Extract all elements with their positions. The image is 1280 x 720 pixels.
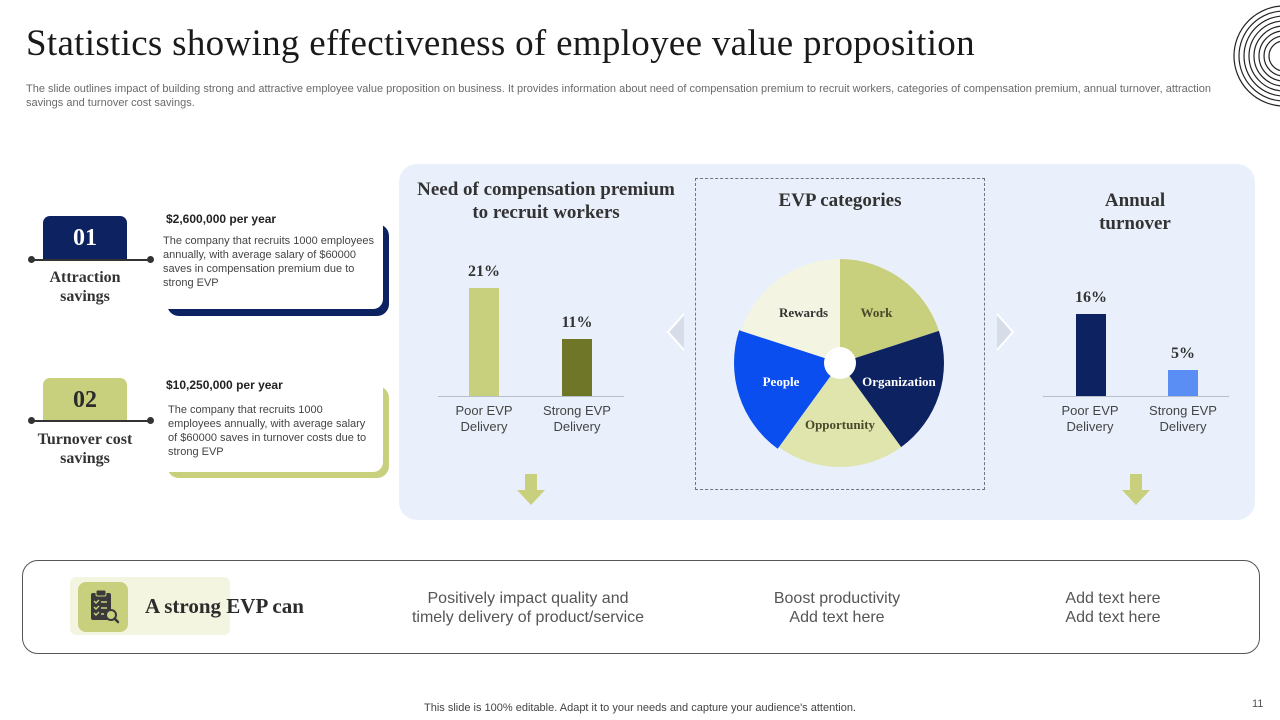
arrow-down-icon (1122, 474, 1150, 505)
benefit-3: Add text here Add text here (1023, 589, 1203, 627)
concentric-circles-icon (1233, 5, 1280, 107)
divider-dot (28, 417, 35, 424)
bar-category-label: Poor EVP Delivery (1061, 403, 1119, 434)
item-divider (32, 259, 152, 261)
bar-value-label: 16% (1075, 288, 1107, 306)
chevron-right-icon (996, 313, 1015, 351)
bar-strong-evp (562, 339, 592, 396)
footer-note: This slide is 100% editable. Adapt it to… (424, 702, 856, 714)
compensation-section-title: Need of compensation premium to recruit … (417, 179, 675, 223)
attraction-savings-label: Attraction savings (49, 269, 121, 305)
strong-evp-box (22, 560, 1260, 654)
pie-slice-opportunity (778, 363, 902, 467)
evp-categories-frame (695, 178, 985, 490)
pie-slice-work (840, 259, 939, 363)
bar-category-label: Strong EVP Delivery (1149, 403, 1217, 434)
pie-label-organization: Organization (862, 374, 936, 389)
strong-evp-heading: A strong EVP can (145, 594, 304, 618)
divider-dot (147, 256, 154, 263)
benefit-2-line-2: Add text here (789, 609, 885, 626)
pie-label-opportunity: Opportunity (805, 417, 876, 432)
attraction-card (158, 205, 383, 309)
pie-label-people: People (763, 374, 800, 389)
turnover-amount: $10,250,000 per year (166, 378, 283, 392)
annual-turnover-title: Annual turnover (1099, 190, 1171, 234)
attraction-amount: $2,600,000 per year (166, 212, 277, 226)
bar-value-label: 21% (468, 263, 500, 280)
item-divider (32, 420, 152, 422)
evp-categories-pie-chart: Work Organization Opportunity People Rewards (734, 259, 944, 467)
divider-dot (28, 256, 35, 263)
evp-categories-title: EVP categories (778, 190, 902, 211)
page-subtitle: The slide outlines impact of building st… (26, 83, 1211, 109)
item-number-02: 02 (43, 378, 127, 422)
bar-category-label: Strong EVP Delivery (543, 403, 611, 434)
bar-strong-evp (1168, 370, 1198, 396)
bar-poor-evp (1076, 313, 1106, 396)
benefit-1-line-2: timely delivery of product/service (411, 609, 645, 626)
benefit-3-line-2: Add text here (1065, 609, 1161, 626)
page-number: 11 (1252, 698, 1264, 710)
compensation-chart-baseline (438, 396, 624, 397)
chevron-left-icon (666, 313, 685, 351)
benefit-2-line-1: Boost productivity (773, 590, 901, 607)
bar-value-label: 5% (1171, 345, 1195, 363)
divider-dot (147, 417, 154, 424)
turnover-card (158, 372, 383, 472)
pie-center-hole (824, 347, 856, 379)
benefit-3-line-1: Add text here (1065, 590, 1161, 607)
arrow-down-icon (517, 474, 545, 505)
turnover-savings-label: Turnover cost savings (37, 431, 133, 467)
clipboard-search-icon (78, 582, 128, 632)
bar-category-label: Poor EVP Delivery (455, 403, 513, 434)
page-title: Statistics showing effectiveness of empl… (26, 23, 975, 64)
bar-value-label: 11% (561, 314, 593, 332)
turnover-description: The company that recruits 1000 employees… (168, 404, 367, 458)
pie-label-rewards: Rewards (779, 305, 828, 320)
pie-slice-organization (840, 330, 944, 448)
pie-slice-rewards (741, 259, 840, 363)
turnover-chart-baseline (1043, 396, 1229, 397)
item-number-01: 01 (43, 216, 127, 260)
bar-poor-evp (469, 288, 499, 396)
pie-slice-people (734, 330, 840, 449)
benefit-1: Positively impact quality and timely del… (398, 589, 658, 627)
benefit-1-line-1: Positively impact quality and (427, 590, 629, 607)
benefit-2: Boost productivity Add text here (737, 589, 937, 627)
attraction-description: The company that recruits 1000 employees… (163, 235, 374, 289)
pie-label-work: Work (861, 305, 894, 320)
